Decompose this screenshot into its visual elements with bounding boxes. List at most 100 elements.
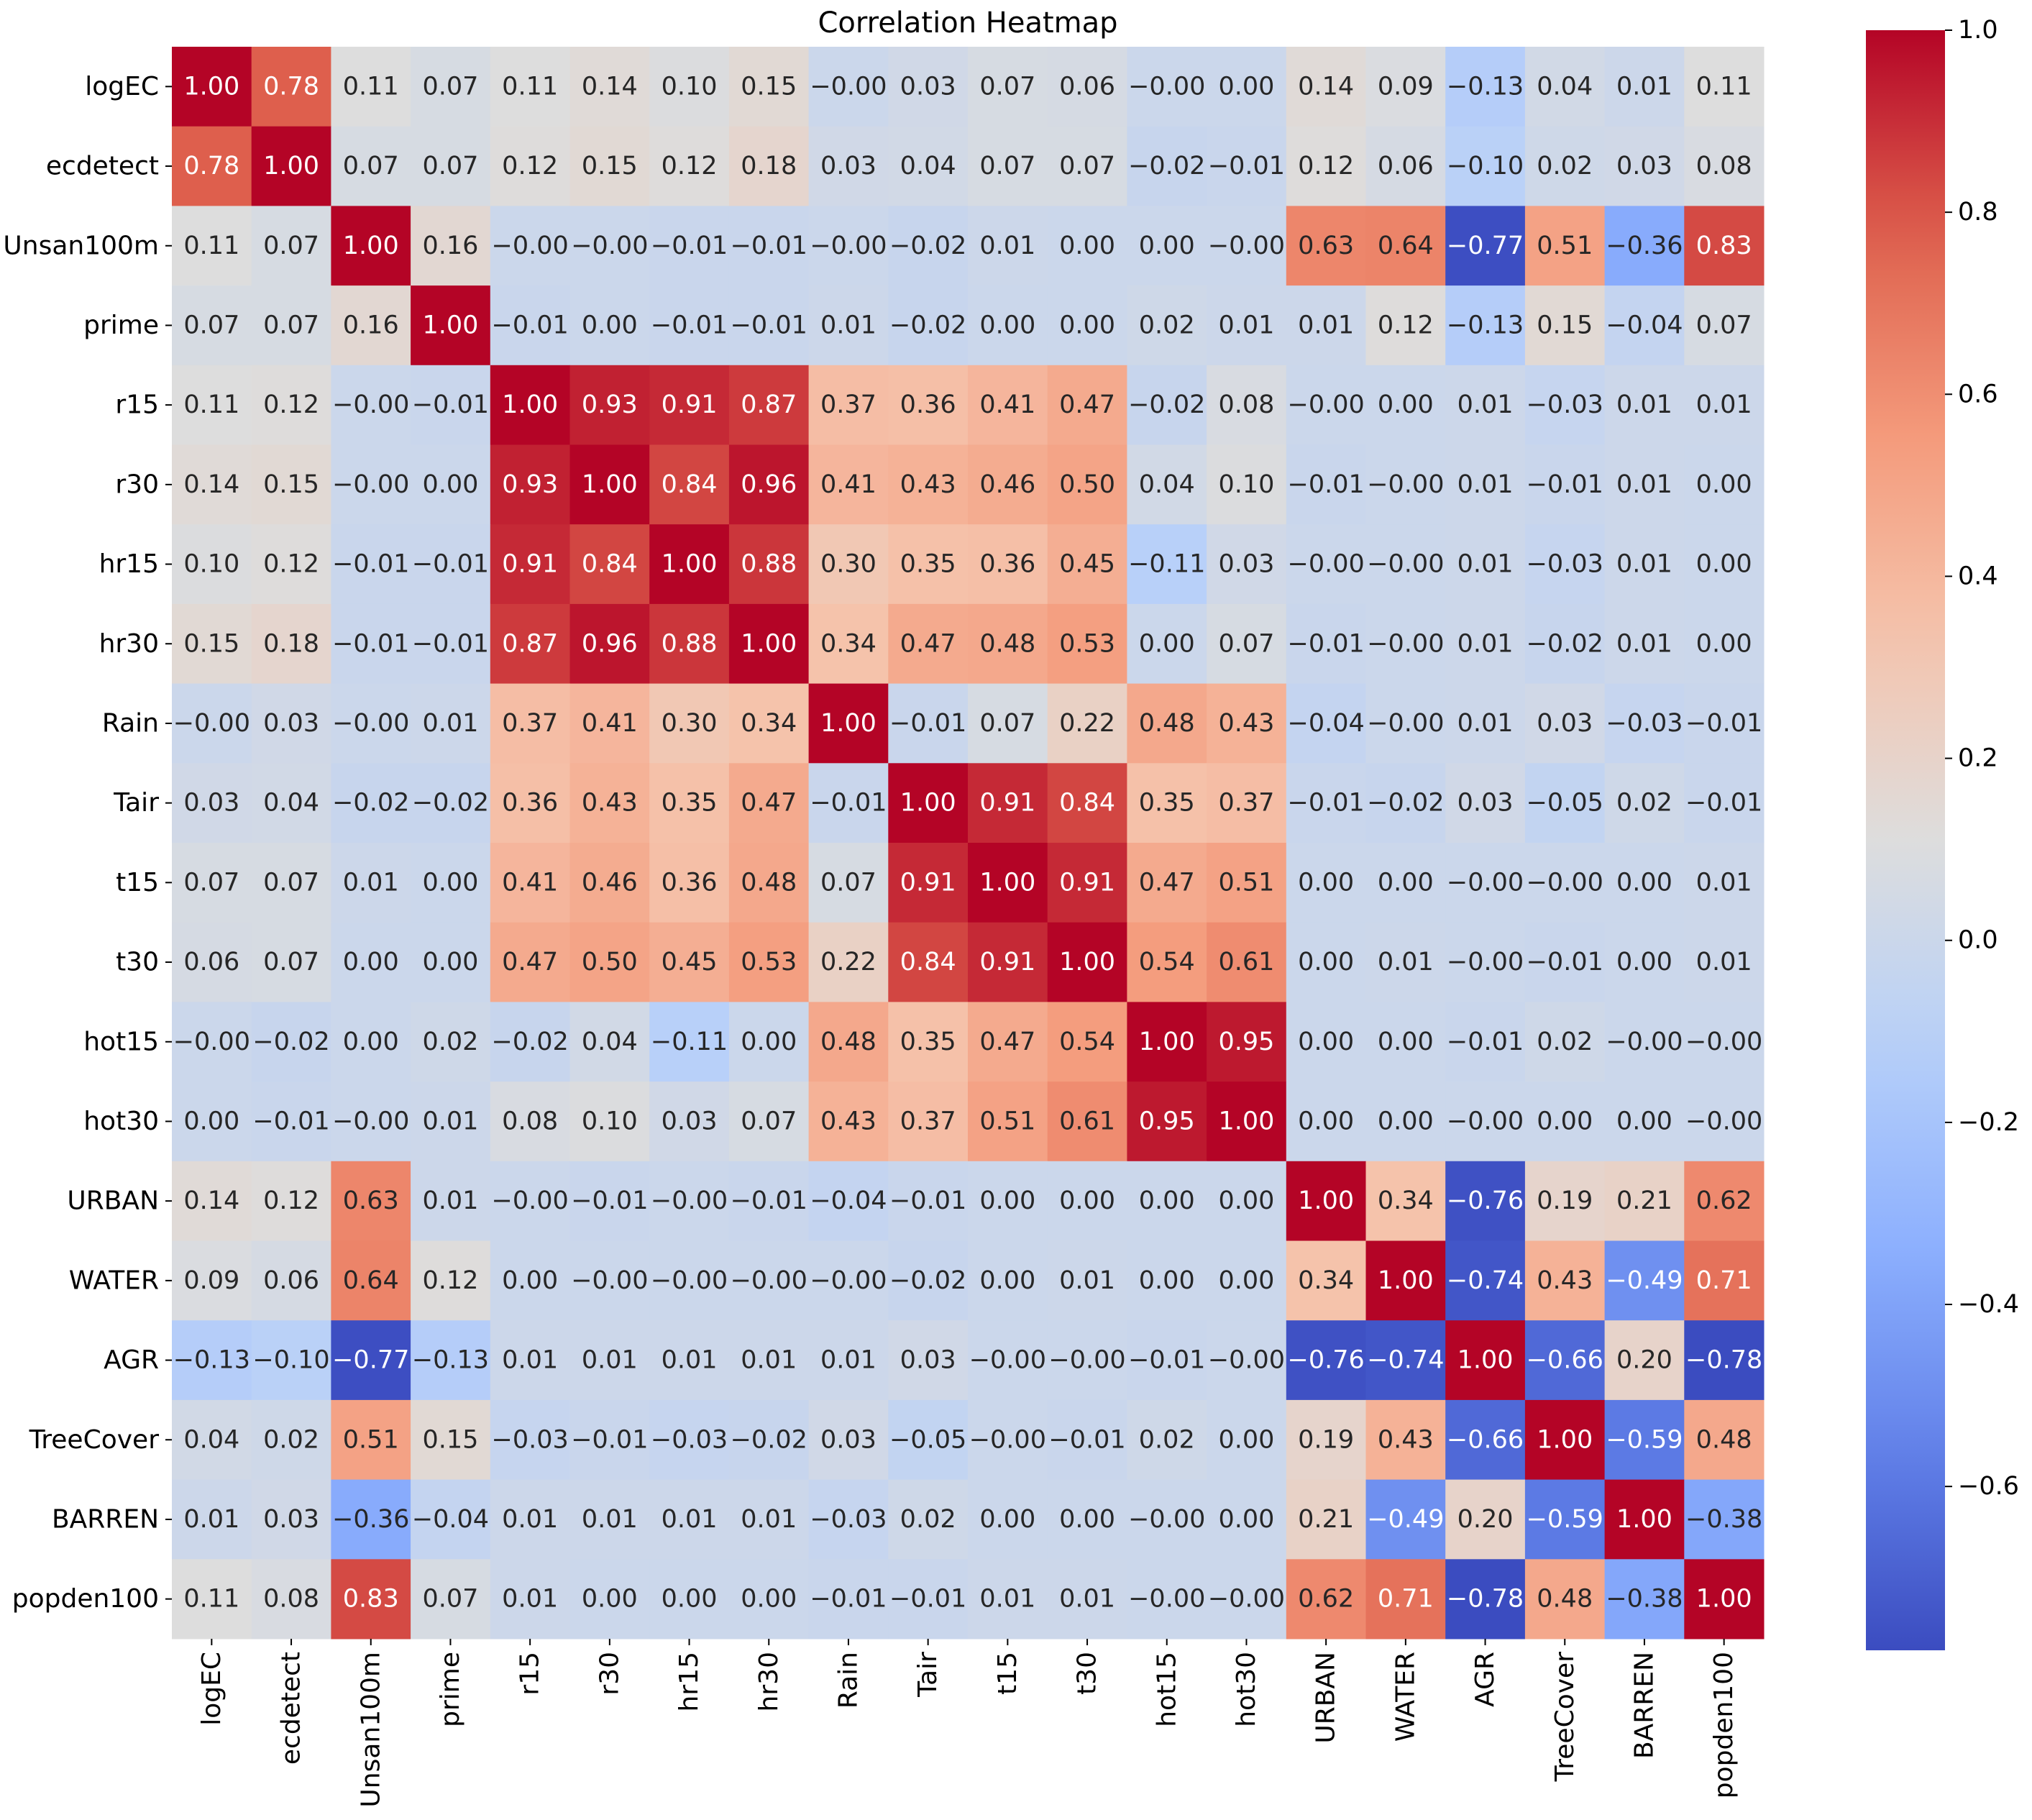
cell-value-label: 0.01 [1457, 709, 1514, 738]
heatmap-cell [251, 1002, 331, 1082]
cell-value-label: 0.21 [1298, 1505, 1354, 1534]
heatmap-cell [490, 1082, 570, 1162]
cell-value-label: 0.93 [582, 390, 638, 419]
heatmap-cell [1524, 47, 1606, 127]
cell-value-label: 0.00 [979, 1266, 1035, 1295]
cell-value-label: −0.01 [1288, 470, 1365, 499]
cell-value-label: 0.35 [900, 550, 956, 579]
heatmap-cell [1365, 1320, 1446, 1401]
heatmap-cells: 1.00 0.78 0.11 0.07 0.11 0.14 0.10 0.15 −0.00 0.0… [172, 47, 1765, 1640]
heatmap-cell [1127, 1161, 1207, 1241]
heatmap-cell [569, 922, 650, 1002]
heatmap-cell [1286, 524, 1366, 605]
cell-value-label: 0.07 [1059, 152, 1115, 180]
cell-value-label: 0.62 [1696, 1186, 1752, 1215]
heatmap-cell [490, 285, 570, 366]
cell-value-label: 0.00 [1218, 72, 1274, 101]
cell-value-label: −0.04 [1288, 709, 1365, 738]
heatmap-cell [1207, 1002, 1287, 1082]
heatmap-cell [1127, 206, 1207, 286]
heatmap-cell [808, 1002, 889, 1082]
heatmap-cell [172, 365, 252, 445]
cell-value-label: −0.00 [1048, 1346, 1125, 1375]
x-tick-label: hr30 [754, 1652, 784, 1711]
cell-value-label: 1.00 [1457, 1346, 1514, 1375]
cell-value-label: 0.84 [900, 948, 956, 977]
heatmap-cell [331, 206, 411, 286]
cell-value-label: 0.47 [502, 948, 558, 977]
cell-value-label: 0.53 [741, 948, 797, 977]
heatmap-cell [569, 365, 650, 445]
heatmap-cell [1604, 1240, 1685, 1321]
cell-value-label: 0.53 [1059, 629, 1115, 658]
heatmap-cell [649, 1240, 730, 1321]
heatmap-cell [1524, 1161, 1606, 1241]
heatmap-cell [649, 1399, 730, 1481]
heatmap-cell [251, 1479, 331, 1560]
heatmap-cell [490, 1002, 570, 1082]
cell-value-label: 0.07 [979, 152, 1035, 180]
cell-value-label: 0.91 [979, 948, 1035, 977]
heatmap-cell [1684, 763, 1765, 843]
heatmap-cell [490, 1240, 570, 1321]
heatmap-cell [251, 922, 331, 1002]
cell-value-label: −0.00 [1367, 470, 1444, 499]
cell-value-label: 0.01 [582, 1346, 638, 1375]
cell-value-label: −0.10 [252, 1346, 329, 1375]
heatmap-cell [1524, 1240, 1606, 1321]
cell-value-label: −0.01 [889, 1585, 966, 1614]
cell-value-label: −0.49 [1606, 1266, 1683, 1295]
heatmap-cell [888, 1002, 969, 1082]
cell-value-label: −0.01 [412, 629, 489, 658]
cell-value-label: 0.36 [979, 550, 1035, 579]
heatmap-cell [490, 603, 570, 685]
x-tick-label: TreeCover [1550, 1652, 1580, 1783]
cell-value-label: 0.83 [343, 1585, 399, 1614]
heatmap-cell [251, 1559, 331, 1640]
heatmap-cell [569, 126, 650, 206]
heatmap-cell [331, 1002, 411, 1082]
cell-value-label: 0.00 [1139, 629, 1195, 658]
heatmap-cell [968, 1240, 1048, 1321]
heatmap-cell [1604, 1559, 1685, 1640]
cell-value-label: −0.01 [571, 1425, 648, 1454]
heatmap-cell [1286, 1240, 1366, 1321]
heatmap-cell [968, 1399, 1048, 1481]
heatmap-cell [1127, 1320, 1207, 1401]
heatmap-cell [1524, 1082, 1606, 1162]
heatmap-cell [490, 444, 570, 525]
x-tick-label: Rain [833, 1652, 863, 1709]
heatmap-cell [808, 763, 889, 843]
heatmap-cell [728, 603, 810, 685]
cell-value-label: 0.88 [662, 629, 718, 658]
cell-value-label: 0.01 [343, 868, 399, 897]
heatmap-cell [411, 47, 491, 127]
heatmap-cell [808, 1559, 889, 1640]
cell-value-label: 0.10 [1218, 470, 1274, 499]
heatmap-cell [808, 285, 889, 366]
cell-value-label: −0.00 [651, 1266, 728, 1295]
heatmap-cell [331, 1399, 411, 1481]
cell-value-label: 0.00 [979, 311, 1035, 339]
cell-value-label: −0.00 [492, 1186, 569, 1215]
cell-value-label: 0.41 [979, 390, 1035, 419]
heatmap-cell [251, 206, 331, 286]
heatmap-cell [569, 1002, 650, 1082]
x-tick-label: WATER [1391, 1652, 1420, 1742]
cell-value-label: −0.03 [492, 1425, 569, 1454]
heatmap-cell [1127, 683, 1207, 764]
heatmap-cell [1365, 922, 1446, 1002]
heatmap-cell [490, 47, 570, 127]
heatmap-cell [1207, 444, 1287, 525]
heatmap-cell [808, 365, 889, 445]
heatmap-cell [1365, 1161, 1446, 1241]
heatmap-cell [888, 1240, 969, 1321]
heatmap-cell [1207, 1240, 1287, 1321]
cell-value-label: 0.01 [979, 1585, 1035, 1614]
cell-value-label: 0.71 [1696, 1266, 1752, 1295]
heatmap-cell [172, 1002, 252, 1082]
cell-value-label: −0.66 [1447, 1425, 1524, 1454]
heatmap-cell [1047, 1479, 1127, 1560]
heatmap-cell [649, 1082, 730, 1162]
cell-value-label: 0.12 [502, 152, 558, 180]
